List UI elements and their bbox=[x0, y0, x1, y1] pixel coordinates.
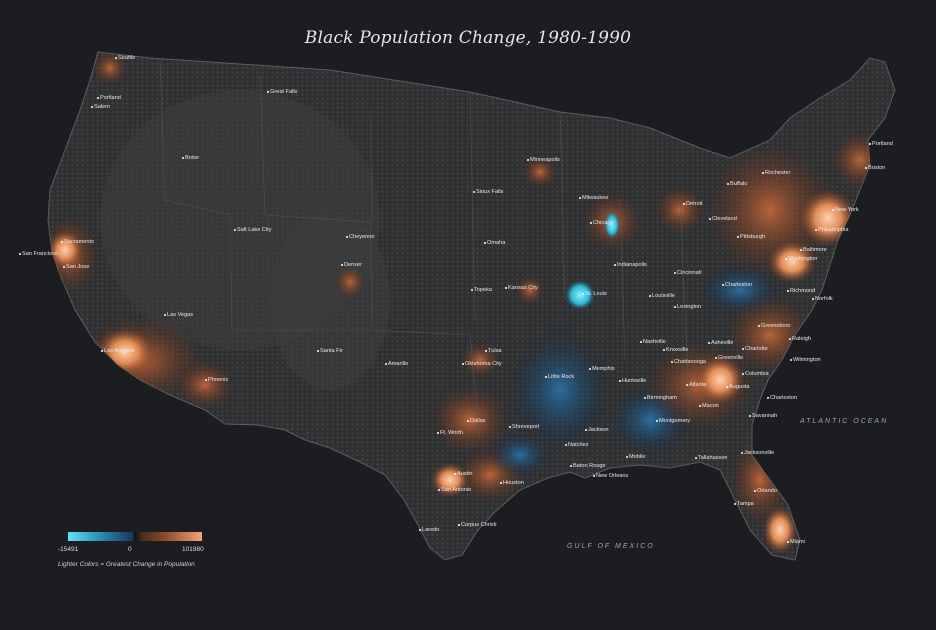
city-label-greenville: Greenville bbox=[714, 355, 744, 361]
city-label-richmond: Richmond bbox=[786, 288, 816, 294]
city-label-tulsa: Tulsa bbox=[484, 348, 502, 354]
city-label-charleston-wv: Charleston bbox=[721, 282, 753, 288]
city-label-atlanta: Atlanta bbox=[685, 382, 707, 388]
city-label-houston: Houston bbox=[500, 480, 524, 486]
city-label-baton-rouge: Baton Rouge bbox=[570, 463, 606, 469]
city-label-charleston-sc: Charleston bbox=[766, 395, 798, 401]
city-label-jacksonville: Jacksonville bbox=[740, 450, 775, 456]
city-label-greensboro: Greensboro bbox=[758, 323, 791, 329]
city-label-macon: Macon bbox=[699, 403, 719, 409]
legend-min-label: -15491 bbox=[58, 546, 79, 553]
city-label-rochester: Rochester bbox=[762, 170, 791, 176]
city-label-wilmington: Wilmington bbox=[790, 357, 821, 363]
city-label-phoenix: Phoenix bbox=[204, 377, 229, 383]
city-label-indianapolis: Indianapolis bbox=[614, 262, 647, 268]
city-label-asheville: Asheville bbox=[707, 340, 734, 346]
legend-zero-label: 0 bbox=[128, 546, 132, 553]
city-label-seattle: Seattle bbox=[114, 55, 136, 61]
city-label-augusta: Augusta bbox=[726, 384, 750, 390]
city-label-sioux-falls: Sioux Falls bbox=[472, 189, 504, 195]
city-label-laredo: Laredo bbox=[418, 527, 440, 533]
city-label-philadelphia: Philadelphia bbox=[814, 227, 849, 233]
city-label-nashville: Nashville bbox=[640, 339, 666, 345]
city-label-santa-fe: Santa Fe bbox=[317, 348, 343, 354]
city-label-little-rock: Little Rock bbox=[544, 374, 575, 380]
city-label-tallahassee: Tallahassee bbox=[695, 455, 728, 461]
city-label-san-francisco: San Francisco bbox=[19, 251, 58, 257]
city-label-great-falls: Great Falls bbox=[266, 89, 298, 95]
city-label-mobile: Mobile bbox=[625, 454, 646, 460]
city-label-portland-or: Portland bbox=[97, 95, 121, 101]
city-label-cincinnati: Cincinnati bbox=[674, 270, 702, 276]
city-label-salem: Salem bbox=[91, 104, 110, 110]
city-label-portland-me: Portland bbox=[869, 141, 893, 147]
city-label-denver: Denver bbox=[340, 262, 363, 268]
city-label-miami: Miami bbox=[787, 539, 805, 545]
city-label-san-jose: San Jose bbox=[62, 264, 90, 270]
city-label-salt-lake-city: Salt Lake City bbox=[234, 227, 272, 233]
city-label-kansas-city: Kansas City bbox=[505, 285, 538, 291]
city-label-orlando: Orlando bbox=[754, 488, 777, 494]
city-label-corpus-christi: Corpus Christi bbox=[457, 522, 497, 528]
city-label-chicago: Chicago bbox=[590, 220, 614, 226]
city-label-pittsburgh: Pittsburgh bbox=[736, 234, 766, 240]
city-label-minneapolis: Minneapolis bbox=[527, 157, 560, 163]
city-label-charlotte: Charlotte bbox=[742, 346, 768, 352]
city-label-cleveland: Cleveland bbox=[709, 216, 737, 222]
city-label-las-vegas: Las Vegas bbox=[163, 312, 194, 318]
city-label-memphis: Memphis bbox=[589, 366, 615, 372]
city-label-natchez: Natchez bbox=[565, 442, 589, 448]
legend-note: Lighter Colors = Greatest Change in Popu… bbox=[58, 561, 195, 568]
city-label-montgomery: Montgomery bbox=[655, 418, 691, 424]
city-label-savannah: Savannah bbox=[748, 413, 778, 419]
city-label-detroit: Detroit bbox=[682, 201, 703, 207]
city-label-cheyenne: Cheyenne bbox=[346, 234, 375, 240]
city-label-new-york: New York bbox=[832, 207, 859, 213]
city-label-louisville: Louisville bbox=[648, 293, 676, 299]
city-label-tampa: Tampa bbox=[734, 501, 754, 507]
city-label-austin: Austin bbox=[454, 471, 473, 477]
city-label-huntsville: Huntsville bbox=[618, 378, 647, 384]
city-label-sacramento: Sacramento bbox=[60, 239, 95, 245]
city-label-amarillo: Amarillo bbox=[384, 361, 409, 367]
atlantic-ocean-label: ATLANTIC OCEAN bbox=[800, 418, 889, 425]
city-label-st-louis: St. Louis bbox=[582, 291, 607, 297]
city-label-boston: Boston bbox=[864, 165, 886, 171]
city-label-norfolk: Norfolk bbox=[812, 296, 833, 302]
city-label-dallas: Dallas bbox=[467, 418, 486, 424]
city-label-topeka: Topeka bbox=[470, 287, 493, 293]
city-label-milwaukee: Milwaukee bbox=[578, 195, 609, 201]
city-label-jackson: Jackson bbox=[585, 427, 609, 433]
city-label-boise: Boise bbox=[182, 155, 199, 161]
city-label-baltimore: Baltimore bbox=[800, 247, 827, 253]
city-label-birmingham: Birmingham bbox=[644, 395, 677, 401]
legend-color-ramp bbox=[68, 532, 202, 541]
city-label-new-orleans: New Orleans bbox=[592, 473, 629, 479]
city-label-columbia: Columbia bbox=[742, 371, 769, 377]
city-label-washington: Washington bbox=[784, 256, 818, 262]
city-label-san-antonio: San Antonio bbox=[437, 487, 472, 493]
city-label-raleigh: Raleigh bbox=[789, 336, 811, 342]
city-label-shreveport: Shreveport bbox=[508, 424, 540, 430]
city-label-oklahoma-city: Oklahoma City bbox=[462, 361, 502, 367]
city-label-fort-worth: Ft. Worth bbox=[437, 430, 463, 436]
city-label-lexington: Lexington bbox=[673, 304, 702, 310]
legend-max-label: 101980 bbox=[182, 546, 204, 553]
state-boundaries bbox=[159, 59, 691, 441]
city-label-chattanooga: Chattanooga bbox=[670, 359, 707, 365]
city-label-buffalo: Buffalo bbox=[726, 181, 748, 187]
city-label-omaha: Omaha bbox=[483, 240, 506, 246]
gulf-of-mexico-label: GULF OF MEXICO bbox=[567, 543, 655, 550]
map-title: Black Population Change, 1980-1990 bbox=[304, 28, 632, 48]
city-label-los-angeles: Los Angeles bbox=[100, 348, 135, 354]
city-label-knoxville: Knoxville bbox=[662, 347, 689, 353]
